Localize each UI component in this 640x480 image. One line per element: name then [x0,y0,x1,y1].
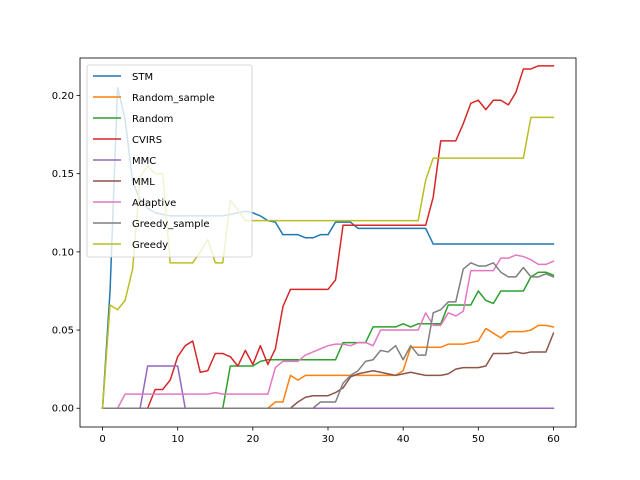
legend-label-adaptive: Adaptive [132,198,176,209]
series-line-random [101,271,555,409]
x-tick-label: 30 [322,434,335,445]
y-tick-label: 0.05 [52,326,74,337]
legend-label-greedy: Greedy [132,240,168,251]
series-line-greedy [101,116,555,410]
legend-label-mmc: MMC [132,156,156,167]
legend-label-cvirs: CVIRS [132,135,162,146]
x-tick-label: 60 [547,434,560,445]
legend-label-stm: STM [132,72,153,83]
x-tick-label: 20 [246,434,259,445]
y-tick-label: 0.20 [52,91,74,102]
legend-label-mml: MML [132,177,155,188]
series-line-adaptive [101,254,555,409]
legend-label-random-sample: Random_sample [132,93,215,104]
legend: STM Random_sample Random CVIRS MMC MML Adaptiv… [86,64,253,258]
y-tick-label: 0.00 [52,404,74,415]
y-axis-ticks: 0.00 0.05 0.10 0.15 0.20 [52,91,80,415]
y-tick-label: 0.10 [52,247,74,258]
x-tick-label: 10 [171,434,184,445]
x-tick-label: 50 [472,434,485,445]
legend-box [86,64,253,258]
series-line-mml [101,332,555,409]
series-line-greedy-sample [101,262,555,409]
x-axis-ticks: 0 10 20 30 40 50 60 [99,427,560,445]
y-tick-label: 0.15 [52,169,74,180]
legend-label-random: Random [132,114,173,125]
series-line-cvirs [101,65,555,409]
legend-label-greedy-sample: Greedy_sample [132,219,210,230]
x-tick-label: 0 [99,434,105,445]
x-tick-label: 40 [397,434,410,445]
series-line-random-sample [101,324,555,409]
